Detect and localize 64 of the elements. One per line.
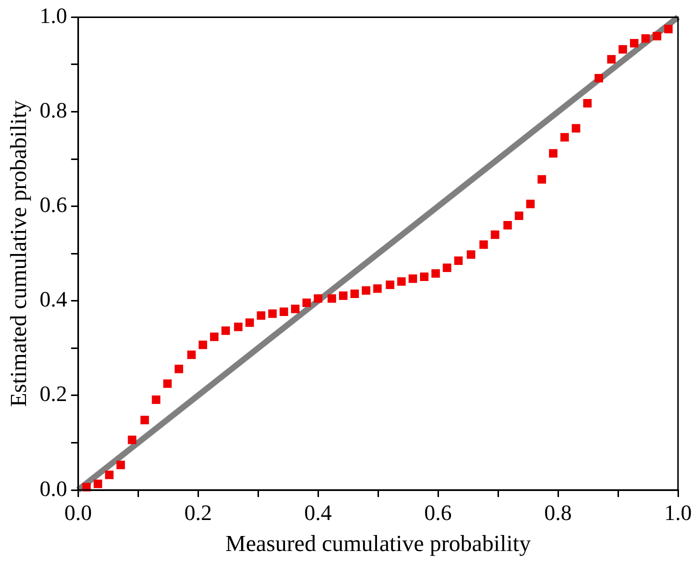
point [490,230,500,239]
x-tick-label: 0.6 [424,500,452,525]
point [314,294,322,303]
point [256,311,266,320]
point [594,74,604,82]
point [503,220,512,230]
point [163,379,172,388]
y-tick-label: 0.4 [40,286,68,312]
point [362,286,370,295]
point [630,38,638,48]
y-tick-label: 0.0 [40,476,68,501]
point [397,277,406,286]
point [280,308,288,316]
point [618,45,628,54]
point [328,294,336,303]
point [408,274,418,283]
point [152,395,160,404]
point [187,350,196,360]
point [302,298,311,308]
point [548,149,558,158]
point [373,284,382,293]
x-tick-label: 0.8 [544,500,572,525]
point [210,332,219,342]
point [538,175,546,184]
point [245,318,254,327]
y-tick-label: 0.8 [40,98,68,123]
point [572,124,580,133]
point [664,24,673,34]
point [454,256,463,265]
point [198,340,208,350]
y-tick-label: 0.2 [40,381,68,406]
point [386,280,394,290]
point [442,264,452,272]
point [94,480,102,488]
point [479,240,488,249]
y-axis-title: Estimated cumulative probability [6,100,31,407]
point [268,309,277,318]
point [514,212,524,220]
point [128,436,136,444]
point [291,304,300,314]
point [234,322,243,332]
point [116,460,125,470]
point [526,200,535,208]
point [466,250,476,259]
x-axis-title: Measured cumulative probability [225,531,532,556]
x-tick-label: 0.0 [64,500,92,525]
y-tick-label: 1.0 [40,2,68,28]
point [339,291,348,300]
y-tick-label: 0.6 [40,192,68,218]
point [140,416,149,424]
point [652,32,662,40]
x-tick-label: 0.2 [184,500,212,525]
point [560,133,569,142]
point [431,269,440,278]
point [105,470,114,480]
point [174,364,184,374]
point [420,272,428,282]
point [607,55,616,64]
x-tick-label: 1.0 [664,500,692,525]
x-tick-label: 0.4 [304,500,332,525]
point [583,99,592,108]
point [221,326,230,335]
point [641,34,650,43]
point [350,290,359,298]
